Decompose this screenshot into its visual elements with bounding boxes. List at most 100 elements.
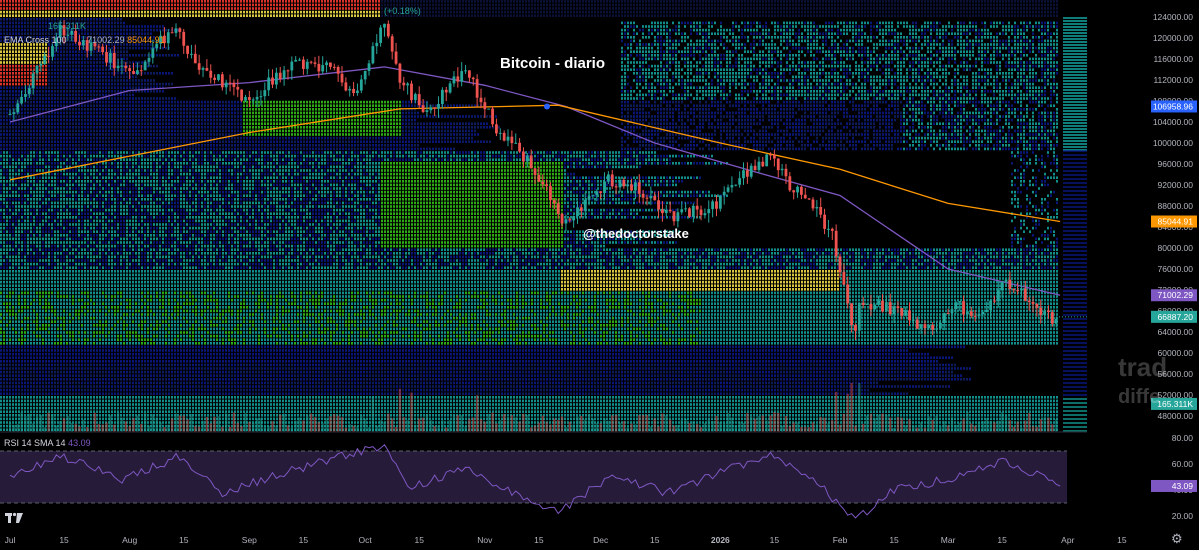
profile-cell: [1005, 0, 1007, 3]
profile-cell: [117, 32, 119, 35]
profile-cell: [54, 21, 56, 25]
profile-cell: [108, 75, 110, 79]
profile-cell: [723, 57, 725, 61]
profile-cell: [366, 0, 368, 3]
profile-cell: [792, 10, 794, 14]
profile-cell: [1047, 21, 1049, 25]
profile-cell: [774, 7, 776, 10]
profile-cell: [900, 50, 902, 53]
profile-cell: [156, 7, 158, 10]
profile-cell: [891, 57, 893, 61]
profile-cell: [684, 25, 686, 28]
profile-cell: [630, 39, 632, 43]
profile-cell: [15, 75, 17, 79]
profile-cell: [177, 54, 179, 57]
profile-cell: [651, 54, 653, 57]
profile-cell: [399, 3, 401, 7]
profile-cell: [114, 72, 116, 75]
profile-cell: [963, 82, 965, 86]
profile-cell: [780, 25, 782, 28]
profile-cell: [708, 7, 710, 10]
profile-cell: [144, 28, 146, 32]
profile-cell: [552, 14, 554, 17]
profile-cell: [48, 72, 50, 75]
profile-cell: [831, 28, 833, 32]
profile-cell: [93, 72, 95, 75]
profile-cell: [576, 0, 578, 3]
profile-cell: [378, 3, 380, 7]
profile-cell: [660, 79, 662, 82]
profile-cell: [303, 10, 305, 14]
profile-cell: [630, 0, 632, 3]
profile-cell: [66, 61, 68, 64]
profile-cell: [735, 3, 737, 7]
profile-cell: [246, 10, 248, 14]
profile-cell: [636, 72, 638, 75]
profile-cell: [1056, 68, 1058, 71]
profile-cell: [969, 3, 971, 7]
profile-cell: [405, 3, 407, 7]
profile-cell: [111, 50, 113, 53]
profile-cell: [48, 14, 50, 17]
profile-cell: [1041, 68, 1043, 71]
profile-cell: [624, 43, 626, 46]
profile-cell: [525, 7, 527, 10]
profile-cell: [9, 64, 11, 68]
profile-cell: [717, 3, 719, 7]
profile-cell: [396, 7, 398, 10]
profile-cell: [864, 25, 866, 28]
profile-cell: [420, 3, 422, 7]
profile-cell: [375, 14, 377, 17]
profile-cell: [888, 54, 890, 57]
profile-cell: [609, 0, 611, 3]
profile-cell: [975, 64, 977, 68]
profile-cell: [900, 7, 902, 10]
profile-cell: [702, 86, 704, 89]
profile-cell: [981, 75, 983, 79]
profile-cell: [750, 10, 752, 14]
profile-cell: [903, 79, 905, 82]
profile-cell: [864, 14, 866, 17]
profile-cell: [534, 0, 536, 3]
profile-cell: [234, 7, 236, 10]
profile-cell: [828, 21, 830, 25]
profile-cell: [831, 50, 833, 53]
profile-cell: [18, 28, 20, 32]
profile-cell: [366, 7, 368, 10]
profile-cell: [795, 54, 797, 57]
profile-cell: [870, 57, 872, 61]
profile-cell: [735, 64, 737, 68]
profile-cell: [978, 32, 980, 35]
profile-cell: [636, 3, 638, 7]
profile-cell: [684, 79, 686, 82]
profile-cell: [111, 7, 113, 10]
profile-cell: [708, 28, 710, 32]
profile-cell: [999, 14, 1001, 17]
profile-cell: [804, 36, 806, 39]
profile-cell: [138, 3, 140, 7]
profile-cell: [261, 7, 263, 10]
profile-cell: [1011, 86, 1013, 89]
profile-cell: [111, 79, 113, 82]
profile-cell: [402, 7, 404, 10]
profile-cell: [663, 10, 665, 14]
profile-cell: [1008, 21, 1010, 25]
profile-cell: [465, 14, 467, 17]
profile-cell: [738, 25, 740, 28]
profile-cell: [891, 21, 893, 25]
profile-cell: [810, 43, 812, 46]
profile-cell: [33, 90, 35, 93]
profile-cell: [30, 21, 32, 25]
profile-cell: [42, 90, 44, 93]
profile-cell: [144, 14, 146, 17]
profile-cell: [702, 28, 704, 32]
profile-cell: [651, 0, 653, 3]
profile-cell: [837, 43, 839, 46]
profile-cell: [15, 18, 17, 21]
profile-cell: [849, 64, 851, 68]
profile-cell: [72, 28, 74, 32]
profile-cell: [807, 39, 809, 43]
profile-cell: [714, 57, 716, 61]
profile-cell: [408, 14, 410, 17]
